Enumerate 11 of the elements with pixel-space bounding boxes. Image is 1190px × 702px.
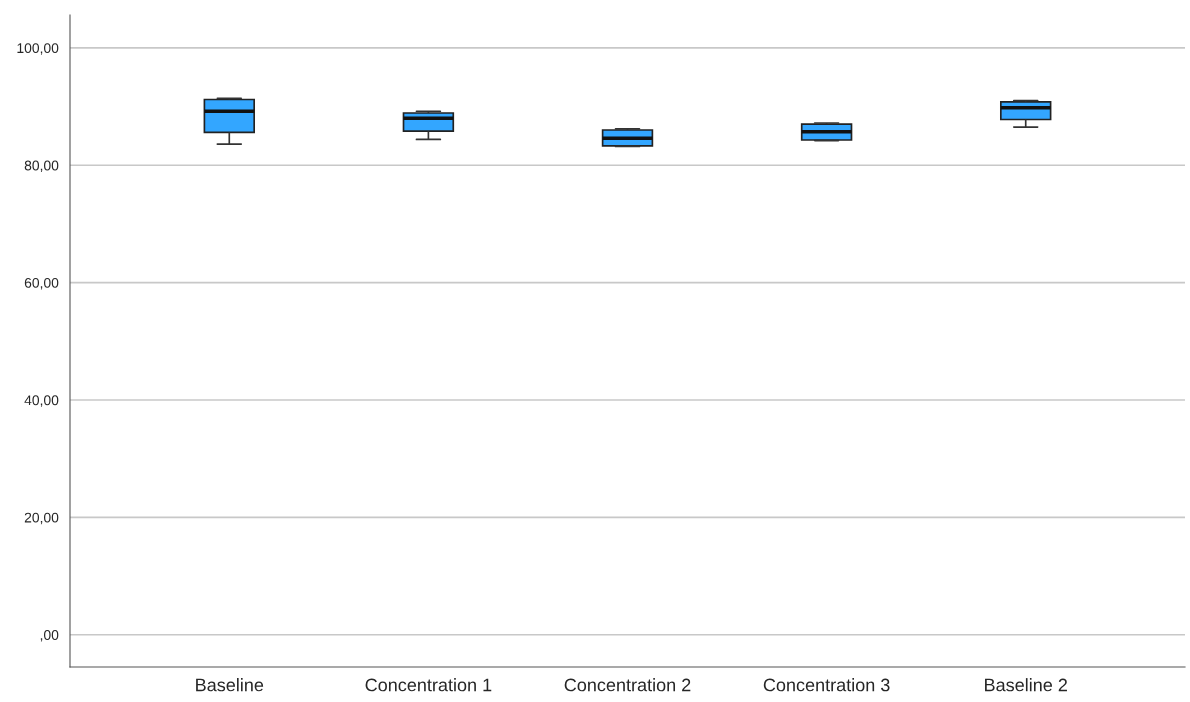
y-tick-label: 100,00 [17,43,59,55]
x-tick-label: Baseline [196,678,264,692]
y-tick-label: 40,00 [24,395,59,407]
x-tick-label: Concentration 1 [365,678,492,692]
x-tick-label: Concentration 3 [763,678,890,692]
y-tick-label: ,00 [40,630,59,642]
y-tick-label: 80,00 [24,160,59,173]
x-tick-label: Concentration 2 [564,678,691,692]
x-tick-label: Baseline 2 [985,678,1067,692]
y-tick-label: 60,00 [24,277,59,290]
y-tick-label: 20,00 [24,512,59,525]
